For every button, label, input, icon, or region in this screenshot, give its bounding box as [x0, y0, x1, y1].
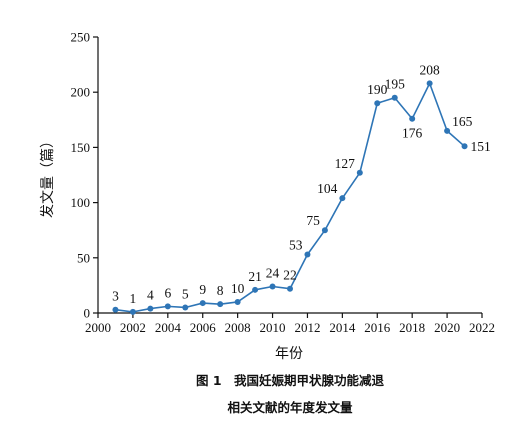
data-point: [374, 100, 381, 107]
data-label: 208: [420, 62, 441, 77]
y-tick-label: 50: [77, 250, 90, 265]
data-label: 9: [199, 282, 206, 297]
x-tick-label: 2008: [225, 320, 251, 335]
data-point: [287, 285, 293, 292]
data-label: 165: [452, 114, 473, 129]
data-label: 6: [164, 285, 171, 300]
data-point: [252, 286, 259, 293]
x-tick-label: 2000: [85, 320, 111, 335]
data-label: 53: [289, 237, 303, 252]
series: [112, 80, 468, 315]
data-point: [147, 305, 154, 312]
data-point: [112, 306, 119, 313]
data-label: 75: [306, 213, 320, 228]
data-point: [356, 169, 363, 176]
x-tick-label: 2006: [190, 320, 217, 335]
x-tick-label: 2020: [434, 320, 460, 335]
x-tick-label: 2010: [260, 320, 286, 335]
data-point: [199, 300, 206, 307]
data-point: [339, 195, 346, 202]
data-point: [182, 304, 189, 311]
caption-line-2: 相关文献的年度发文量: [227, 400, 353, 415]
data-label: 21: [248, 269, 262, 284]
data-point: [129, 308, 136, 315]
x-tick-label: 2014: [329, 320, 356, 335]
data-label: 151: [471, 139, 491, 154]
data-point: [234, 298, 241, 305]
data-point: [444, 127, 451, 134]
data-label: 127: [335, 156, 356, 171]
data-label: 104: [317, 181, 338, 196]
data-point: [321, 227, 328, 234]
y-tick-label: 150: [71, 140, 91, 155]
data-label: 5: [182, 286, 189, 301]
data-label: 1: [130, 291, 137, 306]
data-label: 22: [283, 268, 297, 283]
x-tick-label: 2022: [469, 320, 495, 335]
ticks: 0 50 100 150 200 250 2000 2002 2004 2006 2008 2010 2…: [71, 30, 496, 336]
data-point: [164, 303, 171, 310]
data-label: 4: [147, 288, 154, 303]
x-tick-label: 2016: [364, 320, 391, 335]
data-point: [426, 80, 433, 87]
data-point: [269, 283, 276, 290]
data-point: [304, 251, 311, 258]
data-point: [409, 115, 416, 122]
data-label: 195: [385, 77, 406, 92]
x-tick-label: 2002: [120, 320, 146, 335]
data-label: 8: [217, 283, 224, 298]
data-point: [217, 301, 224, 308]
y-tick-label: 250: [71, 30, 91, 45]
x-tick-label: 2012: [294, 320, 320, 335]
y-axis-title: 发文量（篇）: [40, 134, 56, 218]
data-label: 176: [402, 126, 423, 141]
x-tick-label: 2018: [399, 320, 425, 335]
y-tick-label: 100: [71, 195, 91, 210]
data-label: 24: [266, 266, 280, 281]
x-axis-title: 年份: [275, 346, 303, 362]
y-tick-label: 0: [84, 306, 91, 321]
caption-line-1: 图 1 我国妊娠期甲状腺功能减退: [196, 373, 385, 388]
data-point: [461, 143, 468, 150]
data-label: 3: [112, 289, 119, 304]
y-tick-label: 200: [71, 85, 91, 100]
data-label: 10: [231, 281, 245, 296]
axes: [97, 37, 482, 314]
data-point: [391, 94, 398, 101]
x-tick-label: 2004: [155, 320, 182, 335]
data-label: 190: [367, 82, 388, 97]
